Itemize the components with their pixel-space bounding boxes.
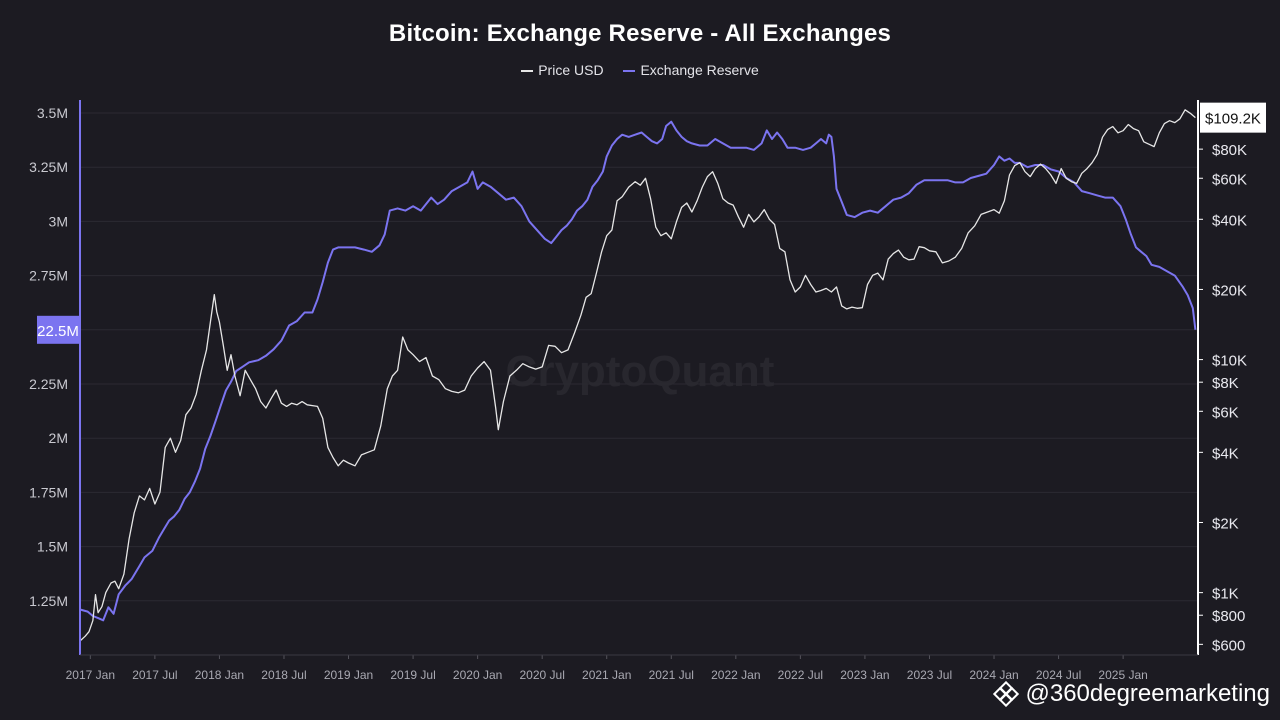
credit-text: @360degreemarketing xyxy=(1025,680,1270,707)
x-tick-label: 2019 Jul xyxy=(390,668,435,682)
x-tick-label: 2020 Jul xyxy=(519,668,564,682)
series-layer xyxy=(79,109,1197,642)
axes: 1.25M1.5M1.75M2M2.25M2.5M2.75M3M3.25M3.5… xyxy=(29,100,1266,682)
legend-swatch-price xyxy=(521,70,534,73)
legend-label-reserve: Exchange Reserve xyxy=(640,62,759,78)
watermark-text: CryptoQuant xyxy=(506,347,775,396)
chart-title: Bitcoin: Exchange Reserve - All Exchange… xyxy=(388,20,892,47)
y-left-tick-label: 1.5M xyxy=(37,539,68,555)
x-tick-label: 2023 Jul xyxy=(907,668,952,682)
y-left-tick-label: 3.25M xyxy=(29,159,68,175)
legend-label-price: Price USD xyxy=(538,62,604,78)
x-tick-label: 2024 Jan xyxy=(969,668,1018,682)
current-reserve-label: 22.5M xyxy=(37,323,79,340)
legend-swatch-reserve xyxy=(623,70,636,73)
current-price-badge xyxy=(1200,102,1266,133)
x-tick-label: 2025 Jan xyxy=(1098,668,1147,682)
x-tick-label: 2017 Jul xyxy=(132,668,177,682)
y-right-tick-label: $40K xyxy=(1212,212,1247,229)
y-left-tick-label: 1.75M xyxy=(29,484,68,500)
chart-legend: Price USD Exchange Reserve xyxy=(0,62,1280,78)
y-right-tick-label: $8K xyxy=(1212,375,1239,392)
x-tick-label: 2017 Jan xyxy=(66,668,115,682)
y-left-tick-label: 2.75M xyxy=(29,268,68,284)
x-tick-label: 2024 Jul xyxy=(1036,668,1081,682)
x-tick-label: 2023 Jan xyxy=(840,668,889,682)
y-right-tick-label: $1K xyxy=(1212,586,1239,603)
x-tick-label: 2018 Jan xyxy=(195,668,244,682)
x-tick-label: 2021 Jul xyxy=(649,668,694,682)
legend-item-price[interactable]: Price USD xyxy=(521,62,604,78)
x-tick-label: 2020 Jan xyxy=(453,668,502,682)
y-left-tick-label: 2M xyxy=(49,430,68,446)
y-left-tick-label: 1.25M xyxy=(29,593,68,609)
x-tick-label: 2018 Jul xyxy=(261,668,306,682)
y-right-tick-label: $800 xyxy=(1212,608,1245,625)
y-right-tick-label: $600 xyxy=(1212,637,1245,654)
legend-item-reserve[interactable]: Exchange Reserve xyxy=(623,62,759,78)
y-right-tick-label: $60K xyxy=(1212,171,1247,188)
x-tick-label: 2019 Jan xyxy=(324,668,373,682)
grid-lines xyxy=(80,112,1198,602)
current-price-label: $109.2K xyxy=(1205,111,1261,128)
series-line-exchange-reserve[interactable] xyxy=(79,120,1197,622)
x-tick-label: 2021 Jan xyxy=(582,668,631,682)
x-tick-label: 2022 Jul xyxy=(778,668,823,682)
y-right-tick-label: $4K xyxy=(1212,445,1239,462)
y-right-tick-label: $20K xyxy=(1212,282,1247,299)
binance-diamond-icon xyxy=(993,681,1020,707)
y-right-tick-label: $6K xyxy=(1212,404,1239,421)
y-right-tick-label: $2K xyxy=(1212,515,1239,532)
x-tick-label: 2022 Jan xyxy=(711,668,760,682)
y-right-tick-label: $10K xyxy=(1212,353,1247,370)
y-left-tick-label: 2.25M xyxy=(29,376,68,392)
series-line-price-usd[interactable] xyxy=(79,109,1196,642)
y-left-tick-label: 3.5M xyxy=(37,105,68,121)
current-reserve-badge xyxy=(37,315,79,344)
credit: @360degreemarketing xyxy=(993,680,1270,708)
y-left-tick-label: 3M xyxy=(49,213,68,229)
y-right-tick-label: $80K xyxy=(1212,142,1247,159)
